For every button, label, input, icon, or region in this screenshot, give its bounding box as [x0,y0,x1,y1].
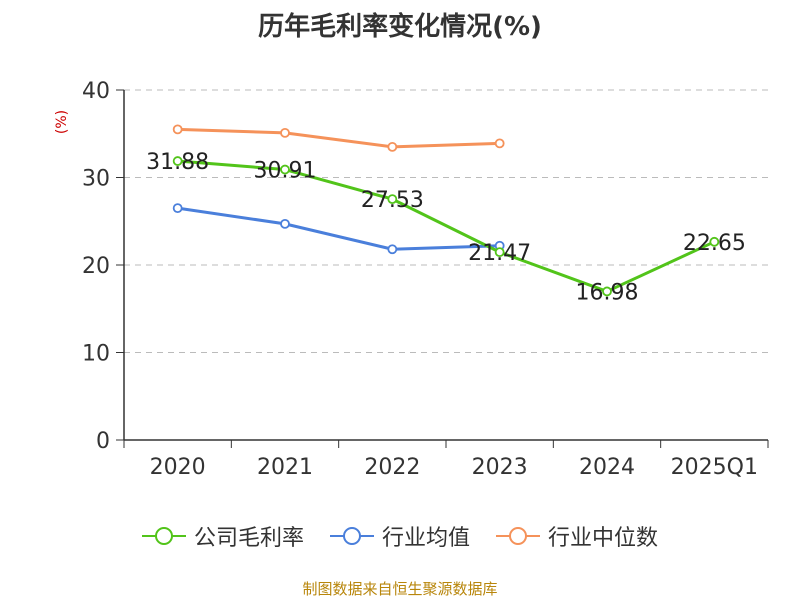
x-tick-label-2020: 2020 [150,455,206,480]
data-label-2022: 27.53 [361,188,424,213]
legend-label-company: 公司毛利率 [193,526,304,551]
legend-item-industry-avg[interactable]: 行业均值 [329,520,470,552]
data-label-2020: 31.88 [146,150,209,175]
x-tick-label-2025Q1: 2025Q1 [671,455,758,480]
point-2-2020 [172,124,183,135]
legend-marker-company [141,527,186,545]
point-1-2022 [387,244,398,255]
chart-title: 历年毛利率变化情况(%) [258,12,542,42]
legend: 公司毛利率 行业均值 行业中位数 [0,520,800,552]
point-0-2025Q1 [709,236,720,247]
point-2-2021 [280,127,290,138]
y-tick-label-10: 10 [82,342,110,367]
data-source: 制图数据来自恒生聚源数据库 [302,580,498,598]
series-line-1 [177,206,500,251]
y-tick-label-40: 40 [82,79,110,104]
series-line-0 [177,159,715,293]
point-0-2023 [494,247,505,258]
series-line-2 [177,127,500,149]
point-2-2023 [494,138,505,149]
x-tick-label-2023: 2023 [472,455,528,480]
data-label-2023: 21.47 [468,241,531,266]
legend-label-industry-median: 行业中位数 [548,526,659,551]
legend-marker-industry-median [496,527,540,545]
data-label-2024: 16.98 [576,280,639,305]
point-0-2020 [172,156,183,166]
x-tick-label-2021: 2021 [257,455,313,480]
legend-label-industry-avg: 行业均值 [381,526,470,551]
legend-item-industry-median[interactable]: 行业中位数 [496,520,658,552]
data-label-2025Q1: 22.65 [683,231,746,256]
x-tick-label-2024: 2024 [579,455,635,480]
y-tick-label-30: 30 [82,167,110,192]
y-tick-label-20: 20 [82,254,110,279]
point-1-2021 [280,218,290,229]
x-tick-label-2022: 2022 [364,455,420,480]
point-1-2020 [172,203,183,214]
y-tick-label-0: 0 [96,429,110,454]
legend-item-company[interactable]: 公司毛利率 [141,520,304,552]
point-0-2022 [387,194,398,205]
point-0-2021 [280,164,290,175]
point-0-2024 [602,286,612,297]
point-2-2022 [387,141,398,152]
legend-marker-industry-avg [329,527,374,545]
data-label-2021: 30.91 [254,159,317,184]
